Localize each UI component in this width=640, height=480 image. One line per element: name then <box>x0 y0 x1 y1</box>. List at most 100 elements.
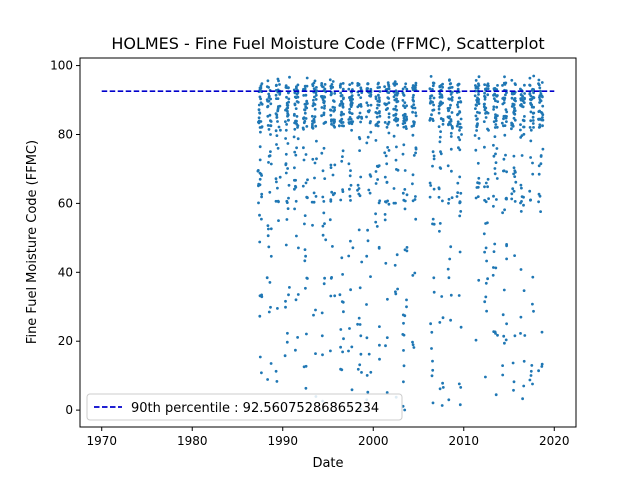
scatter-point <box>268 113 272 117</box>
scatter-point <box>393 263 397 267</box>
scatter-point <box>449 103 452 107</box>
scatter-point <box>360 371 363 374</box>
scatter-point <box>447 123 450 127</box>
scatter-point <box>266 224 270 228</box>
scatter-point <box>538 94 542 97</box>
scatter-point <box>477 93 480 96</box>
scatter-point <box>405 246 409 249</box>
scatter-point <box>374 111 378 114</box>
scatter-point <box>483 300 487 304</box>
scatter-point <box>456 113 459 117</box>
scatter-point <box>350 128 353 132</box>
scatter-point <box>439 100 443 104</box>
scatter-point <box>440 295 444 298</box>
scatter-point <box>511 102 515 106</box>
scatter-point <box>432 276 436 280</box>
scatter-point <box>313 176 316 180</box>
scatter-point <box>357 93 361 97</box>
scatter-point <box>505 244 508 248</box>
scatter-point <box>512 154 516 158</box>
scatter-point <box>278 175 282 179</box>
scatter-point <box>258 95 262 99</box>
scatter-point <box>296 336 299 339</box>
scatter-point <box>292 114 296 117</box>
scatter-point <box>286 114 289 118</box>
scatter-point <box>369 103 373 107</box>
scatter-point <box>258 158 262 162</box>
scatter-point <box>510 127 513 131</box>
scatter-point <box>269 305 272 309</box>
scatter-point <box>482 232 486 236</box>
scatter-point <box>402 104 405 108</box>
scatter-point <box>322 200 326 203</box>
scatter-point <box>387 202 391 206</box>
scatter-point <box>429 322 432 326</box>
scatter-point <box>474 84 477 87</box>
scatter-point <box>295 86 298 90</box>
scatter-point <box>437 195 441 199</box>
scatter-point <box>323 177 327 181</box>
scatter-point <box>348 110 351 114</box>
scatter-point <box>482 102 486 106</box>
scatter-point <box>457 294 461 297</box>
scatter-point <box>295 92 299 96</box>
scatter-point <box>449 318 452 322</box>
scatter-point <box>492 204 495 208</box>
scatter-point <box>265 276 269 280</box>
scatter-point <box>531 382 534 386</box>
scatter-point <box>496 333 499 337</box>
scatter-point <box>458 128 461 132</box>
scatter-point <box>540 362 544 366</box>
scatter-point <box>331 193 335 197</box>
scatter-point <box>375 106 379 110</box>
scatter-point <box>275 116 279 119</box>
scatter-point <box>365 254 369 258</box>
scatter-point <box>321 224 325 228</box>
scatter-point <box>266 378 269 381</box>
scatter-point <box>402 364 406 368</box>
scatter-point <box>323 83 327 86</box>
scatter-point <box>493 167 497 170</box>
scatter-point <box>341 97 345 101</box>
scatter-point <box>411 274 415 277</box>
scatter-point <box>333 125 336 129</box>
scatter-point <box>349 169 352 173</box>
scatter-point <box>402 143 406 147</box>
scatter-point <box>449 93 453 96</box>
scatter-point <box>404 82 408 86</box>
scatter-point <box>495 105 499 109</box>
scatter-point <box>350 112 354 115</box>
scatter-point <box>358 323 362 326</box>
scatter-point <box>523 83 526 87</box>
scatter-point <box>402 321 405 325</box>
scatter-point <box>440 94 444 97</box>
scatter-point <box>383 151 387 155</box>
chart-title: HOLMES - Fine Fuel Moisture Code (FFMC),… <box>111 34 544 53</box>
scatter-point <box>531 302 534 306</box>
scatter-point <box>441 386 445 389</box>
scatter-point <box>260 102 264 106</box>
scatter-point <box>484 87 487 91</box>
scatter-point <box>449 82 453 85</box>
scatter-point <box>477 82 480 86</box>
scatter-point <box>457 96 461 100</box>
scatter-point <box>519 183 523 187</box>
scatter-point <box>475 129 478 132</box>
scatter-point <box>396 117 400 121</box>
scatter-point <box>349 199 352 202</box>
scatter-point <box>347 349 350 353</box>
scatter-point <box>414 146 418 150</box>
x-axis-label: Date <box>312 456 343 471</box>
scatter-point <box>448 78 451 82</box>
legend-box <box>86 393 403 421</box>
scatter-point <box>387 115 391 119</box>
scatter-point <box>366 135 370 139</box>
scatter-point <box>414 217 418 221</box>
scatter-point <box>294 298 298 302</box>
scatter-point <box>519 268 523 271</box>
scatter-point <box>392 107 396 111</box>
scatter-point <box>401 114 405 117</box>
scatter-point <box>268 281 272 284</box>
scatter-point <box>503 124 507 127</box>
scatter-point <box>305 102 308 105</box>
